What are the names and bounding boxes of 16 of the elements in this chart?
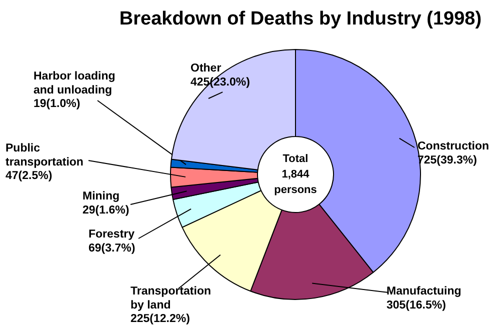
data-label: 19(1.0%) xyxy=(34,98,80,110)
data-label: 29(1.6%) xyxy=(82,204,130,216)
data-label: 305(16.5%) xyxy=(386,299,446,312)
chart-title: Breakdown of Deaths by Industry (1998) xyxy=(119,8,482,30)
slice-label: Forestry xyxy=(88,228,136,240)
data-label: 69(3.7%) xyxy=(88,242,136,254)
slice-label: Harbor loading and unloading xyxy=(34,70,116,96)
slice-label: Construction xyxy=(418,140,489,152)
slice-label: Mining xyxy=(82,190,120,202)
data-label: 47(2.5%) xyxy=(6,170,52,182)
slice-label: Other xyxy=(190,62,222,74)
slice-label: Public transportation xyxy=(6,142,84,168)
slice-label: Manufactuing xyxy=(386,286,462,298)
slice-label: Transportation by land xyxy=(130,286,212,312)
data-label: 225(12.2%) xyxy=(130,313,190,326)
text: Total 1,844 persons xyxy=(274,152,317,196)
